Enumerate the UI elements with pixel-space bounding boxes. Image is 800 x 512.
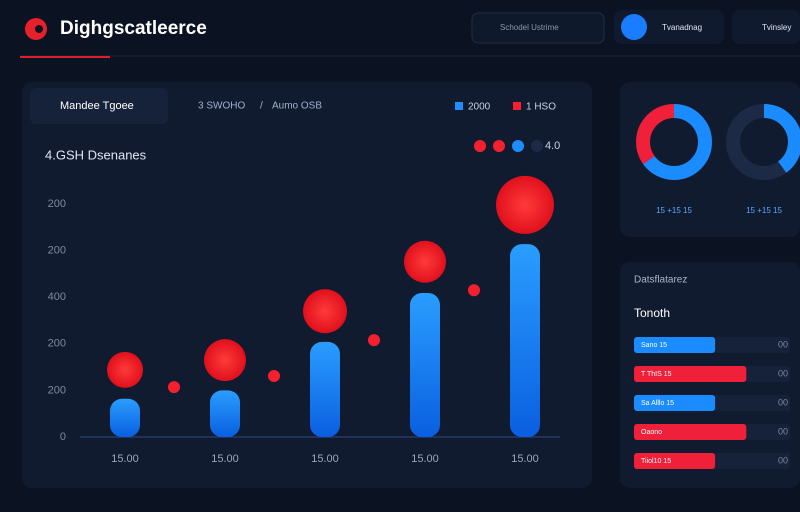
rank-bar: [634, 424, 747, 440]
bubble: [404, 240, 446, 283]
donut-panel: [620, 82, 800, 237]
dot: [168, 381, 180, 394]
bubble: [107, 351, 143, 388]
legend-dot: [531, 140, 543, 152]
search-box[interactable]: [471, 12, 605, 44]
donut-segment: [636, 104, 712, 180]
dot: [468, 284, 480, 297]
rank-end: 00: [778, 455, 788, 465]
bar: [310, 341, 340, 437]
legend-swatch: [455, 102, 463, 110]
bar: [510, 244, 540, 437]
bubble: [496, 175, 554, 234]
button-icon: [621, 14, 647, 40]
x-tick-label: 15.00: [111, 453, 139, 465]
ranking-subtitle: Tonoth: [634, 306, 670, 320]
rank-bar: [634, 453, 716, 469]
rank-label: Tiiol10 15: [641, 458, 671, 465]
x-tick-label: 15.00: [511, 453, 539, 465]
rank-bar: [634, 337, 716, 353]
rank-label: T ThIS 15: [641, 371, 672, 378]
donut-segment: [726, 104, 800, 180]
rank-bar: [634, 395, 716, 411]
chart-subtitle: 4.GSH Dsenanes: [45, 147, 147, 162]
breadcrumb: /: [260, 101, 263, 112]
ranking-title: Datsflatarez: [634, 275, 687, 286]
donut-label: 15 +15 15: [746, 206, 782, 215]
chart-panel: [22, 82, 592, 488]
button-text: Tvanadnag: [662, 23, 702, 32]
header-menu[interactable]: [732, 10, 800, 44]
legend-dot: [493, 140, 505, 152]
y-tick-label: 400: [48, 291, 66, 303]
dot-label: 4.0: [545, 140, 560, 152]
rank-end: 00: [778, 339, 788, 349]
tab-text: Mandee Tgoee: [60, 100, 134, 112]
y-tick-label: 200: [48, 198, 66, 210]
tab[interactable]: [30, 88, 168, 124]
donut-label: 15 +15 15: [656, 206, 692, 215]
bar: [210, 390, 240, 437]
rank-bar: [634, 366, 747, 382]
x-tick-label: 15.00: [311, 453, 339, 465]
rank-label: Oaono: [641, 429, 662, 436]
dot: [368, 334, 380, 347]
y-tick-label: 200: [48, 384, 66, 396]
legend-dot: [474, 140, 486, 152]
rank-label: Sano 15: [641, 342, 667, 349]
search-text: Schodel Ustrime: [500, 23, 559, 32]
logo-text: Dighgscatleerce: [60, 18, 207, 39]
x-tick-label: 15.00: [411, 453, 439, 465]
breadcrumb: Aumo OSB: [272, 101, 322, 112]
menu-text: Tvinsley: [762, 23, 791, 32]
legend-label: 2000: [468, 102, 491, 113]
rank-label: Sa Alllo 15: [641, 400, 674, 407]
legend-label: 1 HSO: [526, 102, 556, 113]
rank-end: 00: [778, 368, 788, 378]
logo-icon-hole: [35, 25, 43, 33]
dot: [268, 369, 280, 382]
rank-end: 00: [778, 397, 788, 407]
bar: [410, 293, 440, 437]
bar: [110, 398, 140, 437]
breadcrumb: 3 SWOHO: [198, 101, 245, 112]
x-tick-label: 15.00: [211, 453, 239, 465]
y-tick-label: 200: [48, 245, 66, 257]
y-tick-label: 200: [48, 338, 66, 350]
bubble: [204, 339, 246, 382]
legend-dot: [512, 140, 524, 152]
y-tick-label: 0: [60, 431, 66, 443]
rank-end: 00: [778, 426, 788, 436]
bubble: [303, 289, 347, 334]
legend-swatch: [513, 102, 521, 110]
